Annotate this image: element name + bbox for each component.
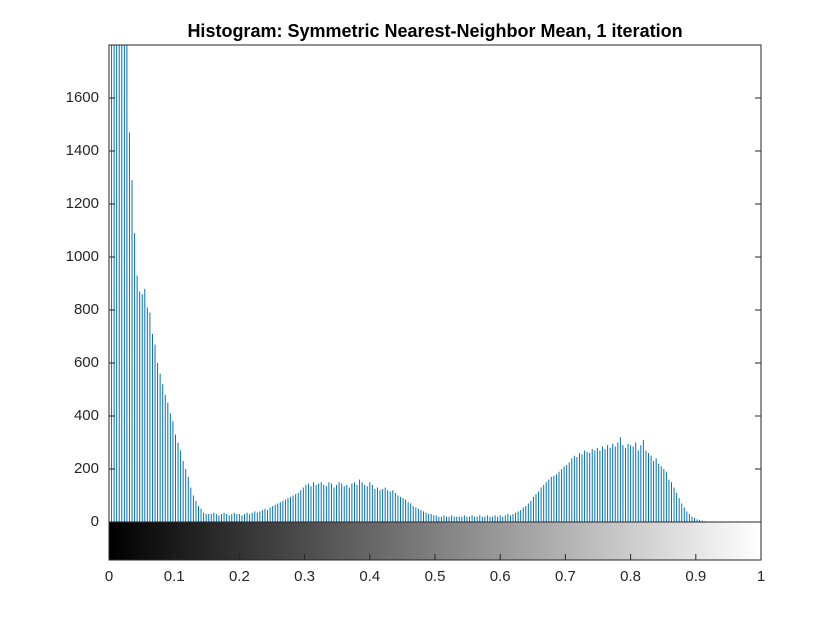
x-tick-label: 0	[105, 568, 113, 585]
x-tick-label: 0.5	[425, 568, 446, 585]
y-tick-label: 1400	[66, 142, 99, 159]
y-tick-label: 0	[91, 513, 99, 530]
y-tick-label: 1200	[66, 195, 99, 212]
plot-frame	[108, 44, 762, 523]
x-tick-label: 0.1	[164, 568, 185, 585]
y-tick-label: 1000	[66, 248, 99, 265]
y-tick-label: 1600	[66, 89, 99, 106]
y-tick-label: 400	[74, 407, 99, 424]
x-tick-label: 0.2	[229, 568, 250, 585]
x-tick-label: 0.9	[685, 568, 706, 585]
x-tick-label: 0.7	[555, 568, 576, 585]
y-tick-label: 800	[74, 301, 99, 318]
x-tick-label: 0.4	[359, 568, 380, 585]
y-tick-label: 200	[74, 460, 99, 477]
stems	[109, 45, 711, 522]
x-tick-label: 0.8	[620, 568, 641, 585]
colorbar	[108, 521, 762, 561]
y-tick-label: 600	[74, 354, 99, 371]
x-tick-label: 1	[757, 568, 765, 585]
x-tick-label: 0.6	[490, 568, 511, 585]
x-tick-label: 0.3	[294, 568, 315, 585]
chart-title: Histogram: Symmetric Nearest-Neighbor Me…	[187, 21, 682, 41]
